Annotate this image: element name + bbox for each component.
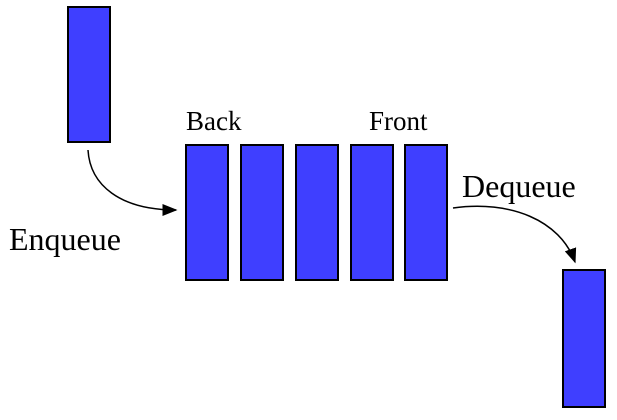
back-label: Back bbox=[186, 106, 242, 136]
enqueue-arrow bbox=[87, 149, 178, 216]
queue-element bbox=[350, 144, 394, 281]
dequeue-arrow bbox=[452, 205, 577, 264]
incoming-element bbox=[67, 6, 111, 143]
dequeue-label: Dequeue bbox=[462, 168, 576, 204]
queue-element bbox=[240, 144, 284, 281]
queue-element bbox=[295, 144, 339, 281]
enqueue-label: Enqueue bbox=[9, 221, 121, 257]
queue-element bbox=[185, 144, 229, 281]
front-label: Front bbox=[369, 106, 428, 136]
dequeued-element bbox=[562, 269, 606, 408]
queue-element bbox=[404, 144, 448, 281]
